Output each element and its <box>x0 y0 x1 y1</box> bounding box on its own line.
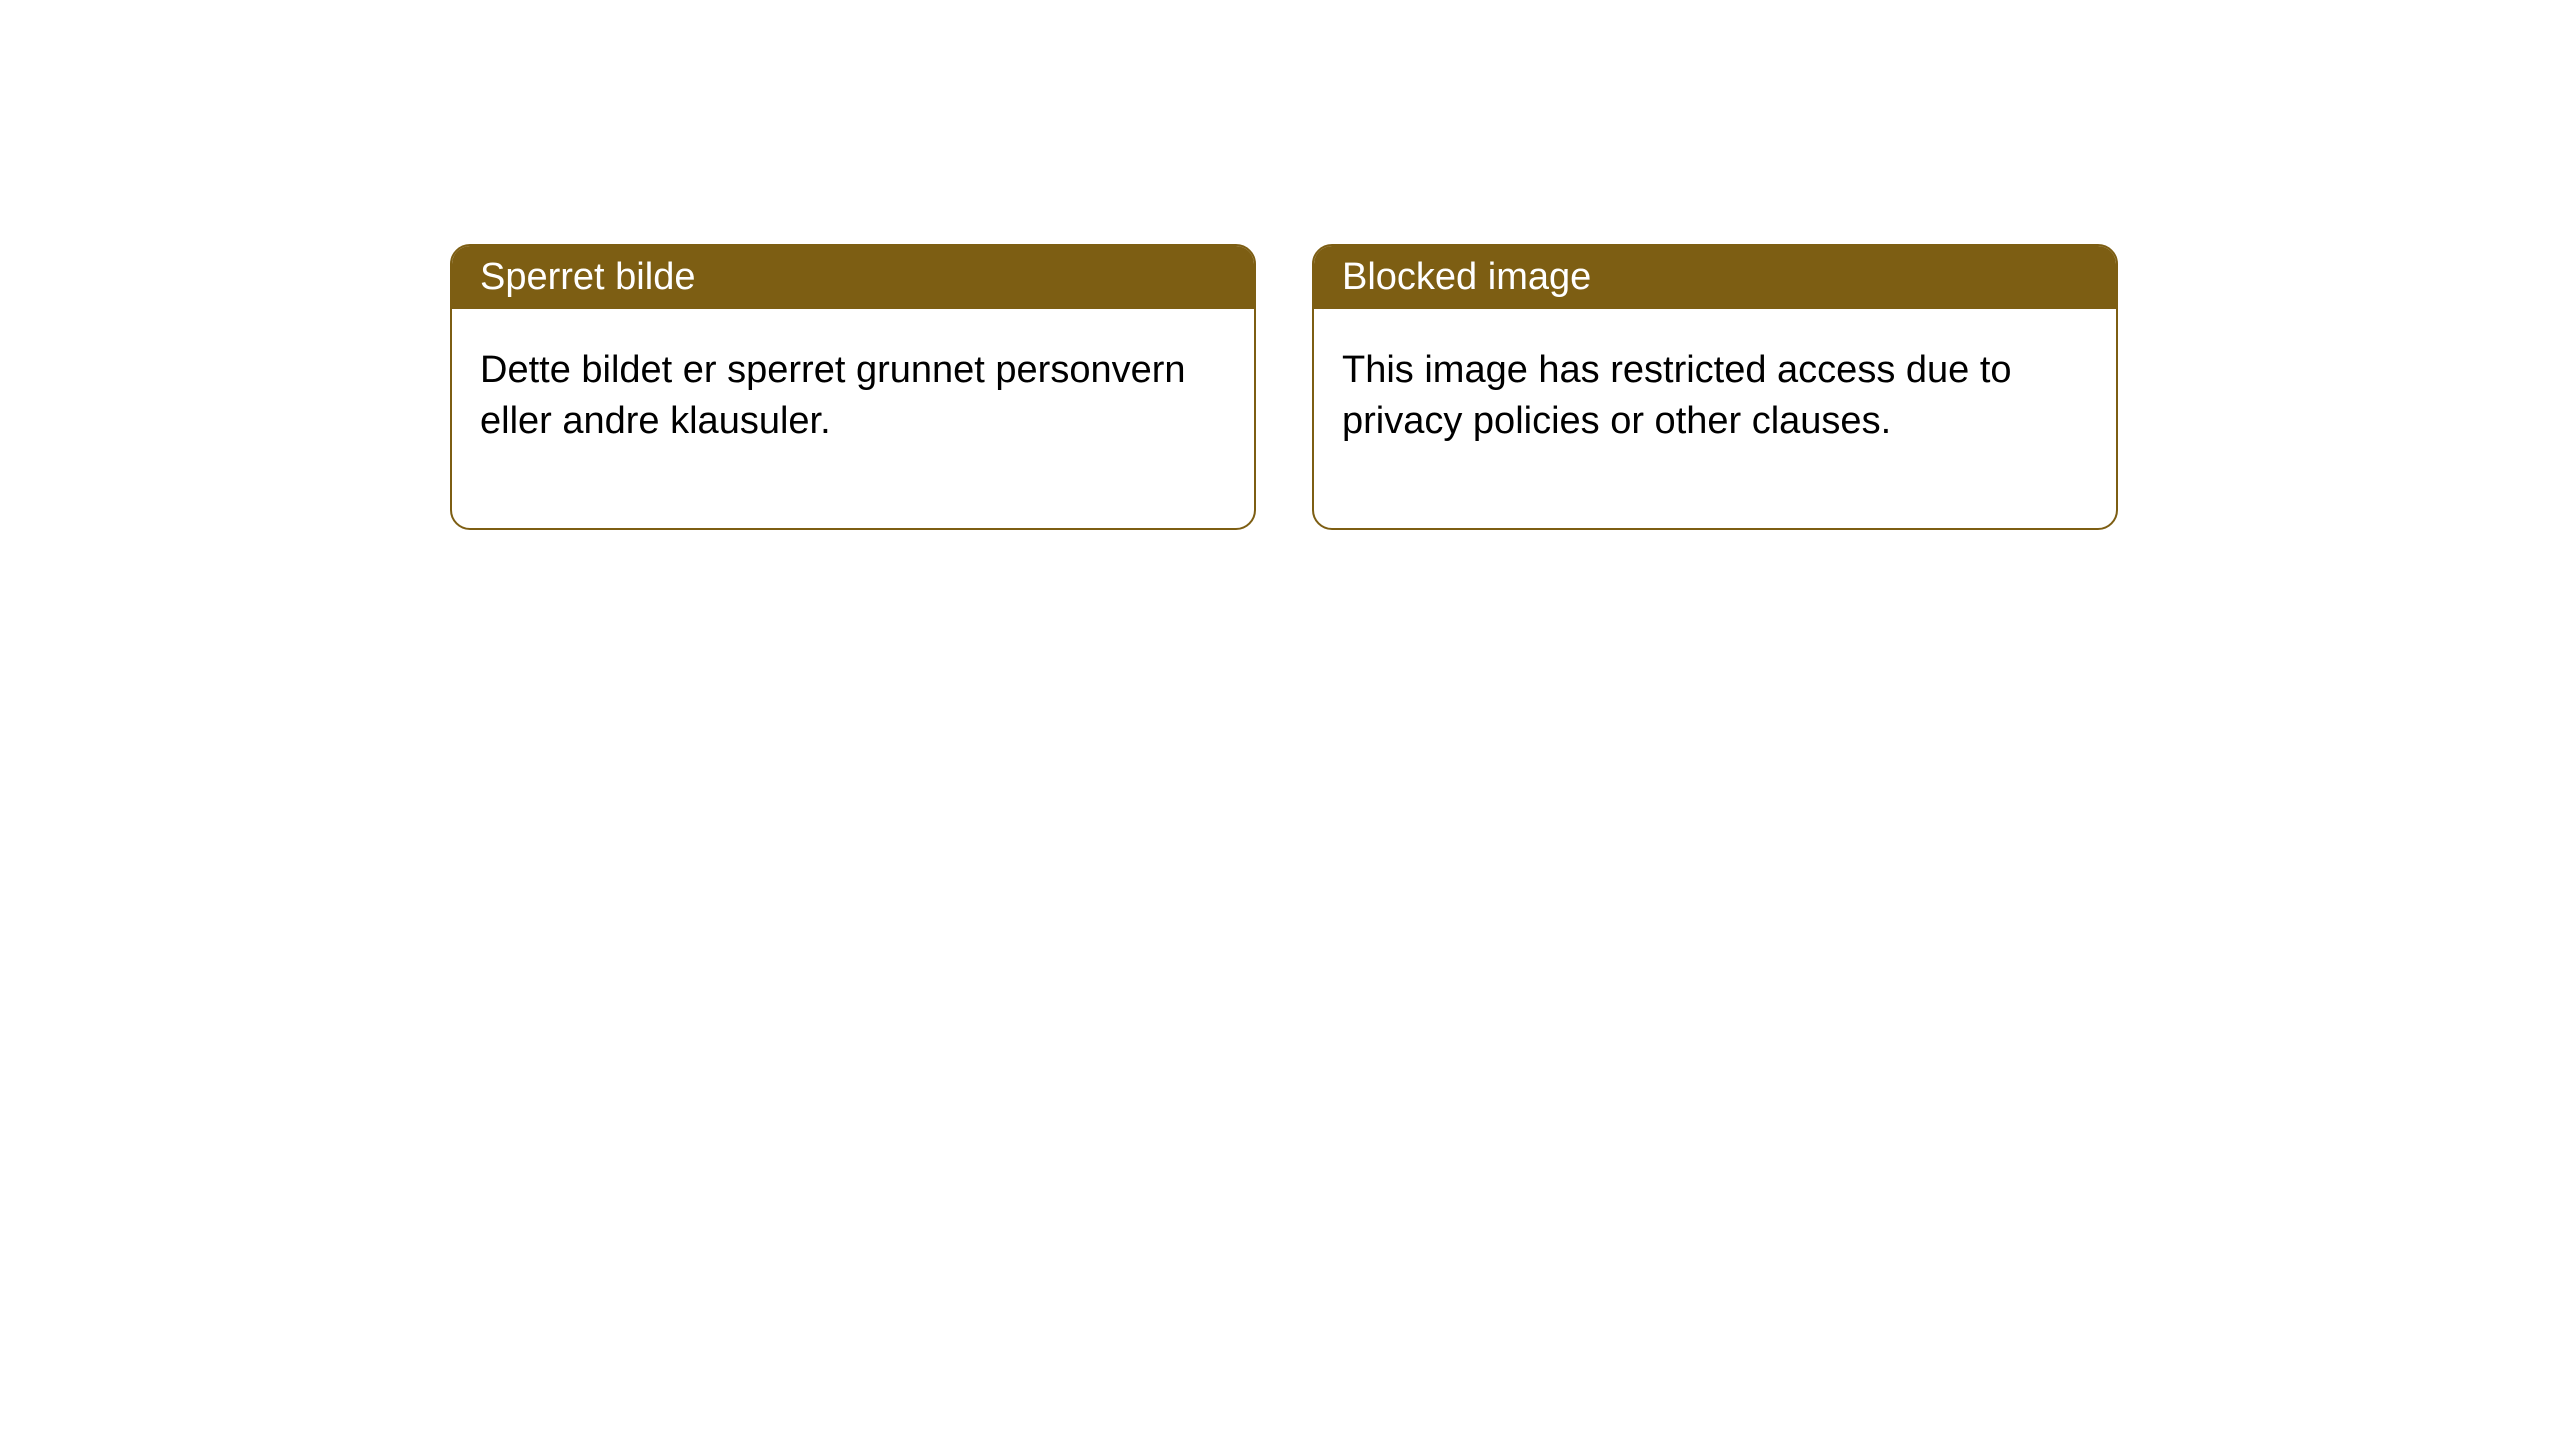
card-header-text: Blocked image <box>1342 256 1591 298</box>
card-body-text: This image has restricted access due to … <box>1342 349 2012 442</box>
info-card-norwegian: Sperret bilde Dette bildet er sperret gr… <box>450 244 1256 530</box>
info-card-english: Blocked image This image has restricted … <box>1312 244 2118 530</box>
card-body-text: Dette bildet er sperret grunnet personve… <box>480 349 1186 442</box>
card-header-text: Sperret bilde <box>480 256 695 298</box>
card-body: This image has restricted access due to … <box>1314 309 2116 528</box>
card-header: Sperret bilde <box>452 246 1254 309</box>
card-body: Dette bildet er sperret grunnet personve… <box>452 309 1254 528</box>
cards-container: Sperret bilde Dette bildet er sperret gr… <box>0 0 2560 530</box>
card-header: Blocked image <box>1314 246 2116 309</box>
